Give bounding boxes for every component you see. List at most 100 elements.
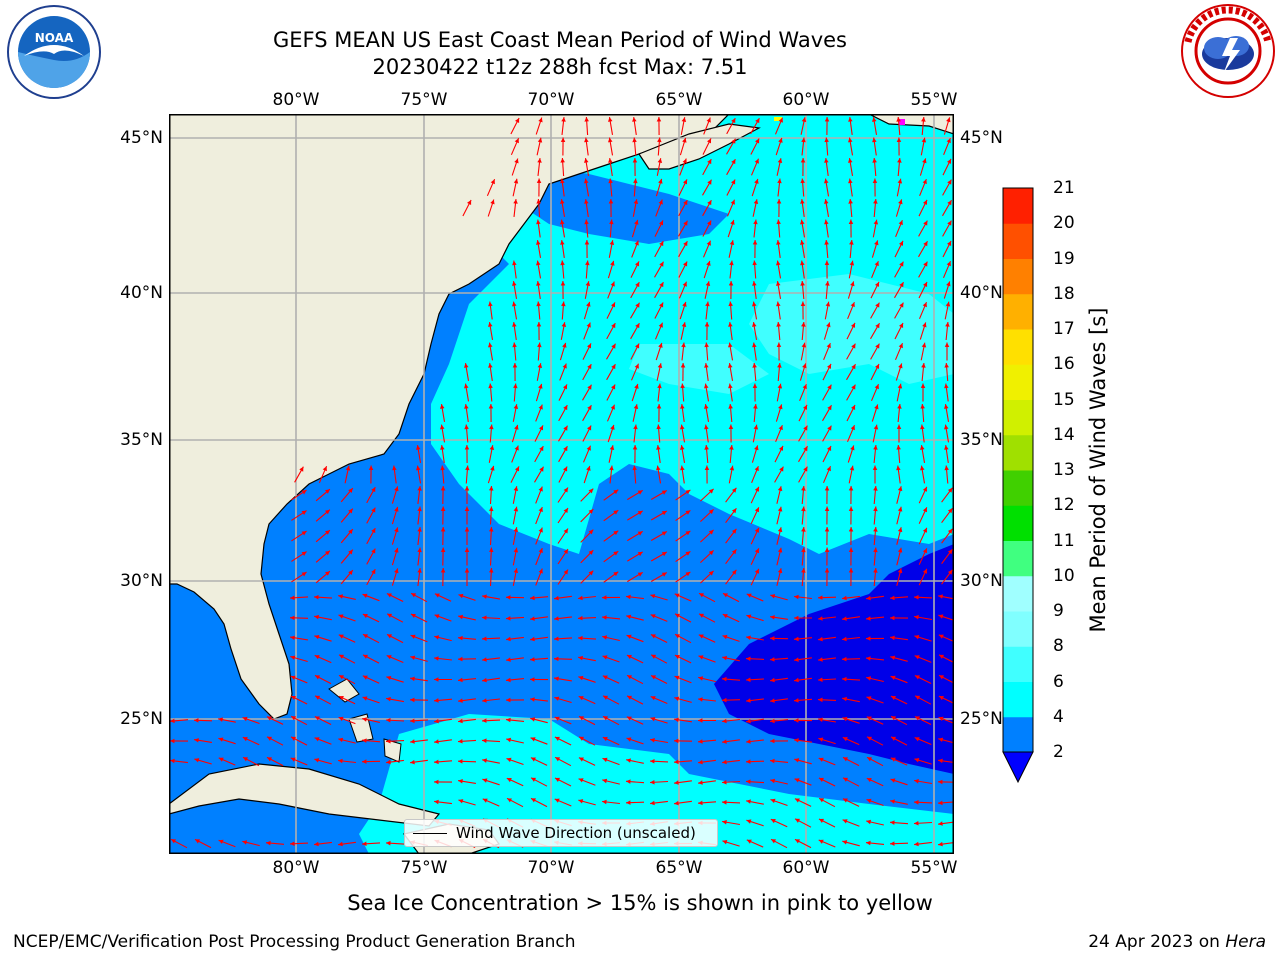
sea-ice-note: Sea Ice Concentration > 15% is shown in … (347, 891, 933, 915)
lon-label-top-70w: 70°W (527, 90, 575, 110)
wave-direction-arrow-head (464, 424, 469, 430)
wave-direction-arrow-head (752, 342, 757, 348)
wave-direction-arrow-head (348, 529, 353, 534)
wave-direction-arrow-head (194, 738, 199, 743)
wave-direction-arrow-head (657, 158, 663, 163)
wave-direction-arrow-head (368, 465, 374, 470)
wave-direction-arrow-head (794, 738, 799, 743)
wave-direction-arrow-head (440, 527, 446, 532)
wave-direction-arrow-head (704, 465, 710, 470)
wave-direction-arrow-head (729, 445, 734, 450)
wave-direction-arrow-head (242, 840, 248, 845)
wave-direction-arrow-head (938, 779, 943, 785)
wave-direction-arrow-head (803, 404, 807, 410)
wave-direction-arrow-head (513, 527, 519, 532)
wave-direction-arrow-head (947, 179, 952, 185)
wave-direction-arrow-head (560, 158, 565, 163)
wave-direction-arrow-head (537, 137, 543, 143)
wave-direction-arrow-head (890, 675, 896, 680)
wave-direction-arrow-head (824, 240, 829, 245)
wave-direction-arrow-head (530, 616, 535, 621)
wave-direction-arrow-head (915, 695, 921, 700)
wave-direction-arrow-head (513, 199, 518, 204)
wave-direction-arrow-head (707, 159, 712, 165)
wave-direction-arrow-head (827, 384, 832, 390)
wave-direction-arrow-head (707, 200, 712, 206)
wave-direction-arrow-head (362, 841, 367, 846)
wave-direction-arrow-head (602, 595, 607, 600)
wave-direction-arrow-head (755, 138, 760, 144)
wave-direction-arrow-head (440, 445, 445, 450)
wave-direction-arrow-head (482, 657, 487, 662)
wave-direction-arrow-head (371, 569, 376, 575)
wave-direction-arrow-head (875, 302, 880, 308)
wave-direction-arrow-head (801, 117, 807, 122)
wave-direction-arrow-head (947, 241, 952, 246)
wave-direction-arrow-head (338, 614, 344, 619)
wave-direction-arrow-head (899, 261, 904, 267)
wave-direction-arrow-head (410, 655, 416, 660)
colorbar-tick-label: 8 (1053, 636, 1064, 657)
wave-direction-arrow-head (922, 486, 927, 492)
wave-direction-arrow-head (488, 383, 493, 389)
wave-direction-arrow-head (680, 363, 686, 368)
wave-direction-arrow-head (578, 655, 583, 661)
wave-direction-arrow-head (467, 200, 472, 205)
colorbar-segment (1003, 293, 1033, 330)
wave-direction-arrow-head (482, 677, 487, 683)
wave-direction-arrow-head (170, 738, 175, 744)
wave-direction-arrow-head (530, 697, 535, 702)
wave-direction-arrow-head (585, 281, 591, 286)
wave-direction-arrow-head (722, 676, 727, 682)
wave-direction-arrow-head (674, 800, 679, 806)
wave-direction-arrow-head (578, 595, 583, 601)
wave-direction-arrow-head (818, 737, 824, 742)
wave-direction-arrow-head (776, 240, 781, 245)
colorbar (1002, 187, 1034, 784)
wave-direction-arrow-head (682, 301, 687, 307)
wave-direction-arrow-head (922, 158, 927, 164)
wave-direction-arrow-head (482, 718, 487, 723)
wave-direction-arrow-head (537, 158, 542, 163)
wave-direction-arrow-head (824, 137, 829, 143)
wave-direction-arrow-head (506, 677, 511, 683)
wave-direction-arrow-head (938, 634, 944, 639)
wave-direction-arrow-head (588, 529, 594, 535)
wave-direction-arrow-head (698, 697, 703, 702)
wave-direction-arrow-head (338, 841, 343, 847)
wave-direction-arrow-head (632, 117, 637, 122)
wave-direction-arrow-head (698, 655, 704, 660)
land-nova-scotia (638, 123, 761, 170)
wave-direction-arrow-head (800, 178, 805, 184)
wave-direction-arrow-head (633, 404, 639, 409)
wave-direction-arrow-head (752, 383, 758, 388)
wave-direction-arrow-head (602, 737, 608, 742)
wave-direction-arrow-head (488, 404, 494, 409)
wave-direction-arrow-head (434, 779, 439, 785)
wave-direction-arrow-head (386, 676, 392, 681)
wave-direction-arrow-head (801, 486, 806, 491)
wave-direction-arrow-head (661, 552, 667, 557)
wave-direction-arrow-head (674, 759, 679, 765)
wave-direction-arrow-head (656, 117, 662, 122)
wave-direction-arrow-head (777, 527, 783, 533)
wind-wave-period-map (169, 114, 954, 854)
wave-direction-arrow-head (563, 549, 568, 554)
wave-direction-arrow-head (314, 595, 319, 600)
wave-direction-arrow-head (818, 636, 823, 642)
wave-direction-arrow-head (848, 547, 854, 552)
wave-direction-arrow-head (659, 302, 664, 308)
wave-direction-arrow-head (705, 301, 710, 307)
wave-direction-arrow-head (794, 594, 799, 600)
wave-direction-arrow-head (489, 527, 494, 532)
wave-direction-arrow-head (489, 547, 494, 553)
wave-direction-arrow-head (708, 550, 714, 556)
wave-direction-arrow-head (914, 615, 919, 620)
wave-direction-arrow-head (578, 696, 584, 701)
wave-direction-arrow-head (777, 363, 782, 368)
wave-direction-arrow-head (635, 343, 640, 349)
wave-direction-arrow-head (650, 800, 655, 806)
wave-direction-arrow-head (731, 487, 737, 493)
gridlines (169, 114, 954, 854)
wave-direction-arrow-head (362, 696, 368, 701)
